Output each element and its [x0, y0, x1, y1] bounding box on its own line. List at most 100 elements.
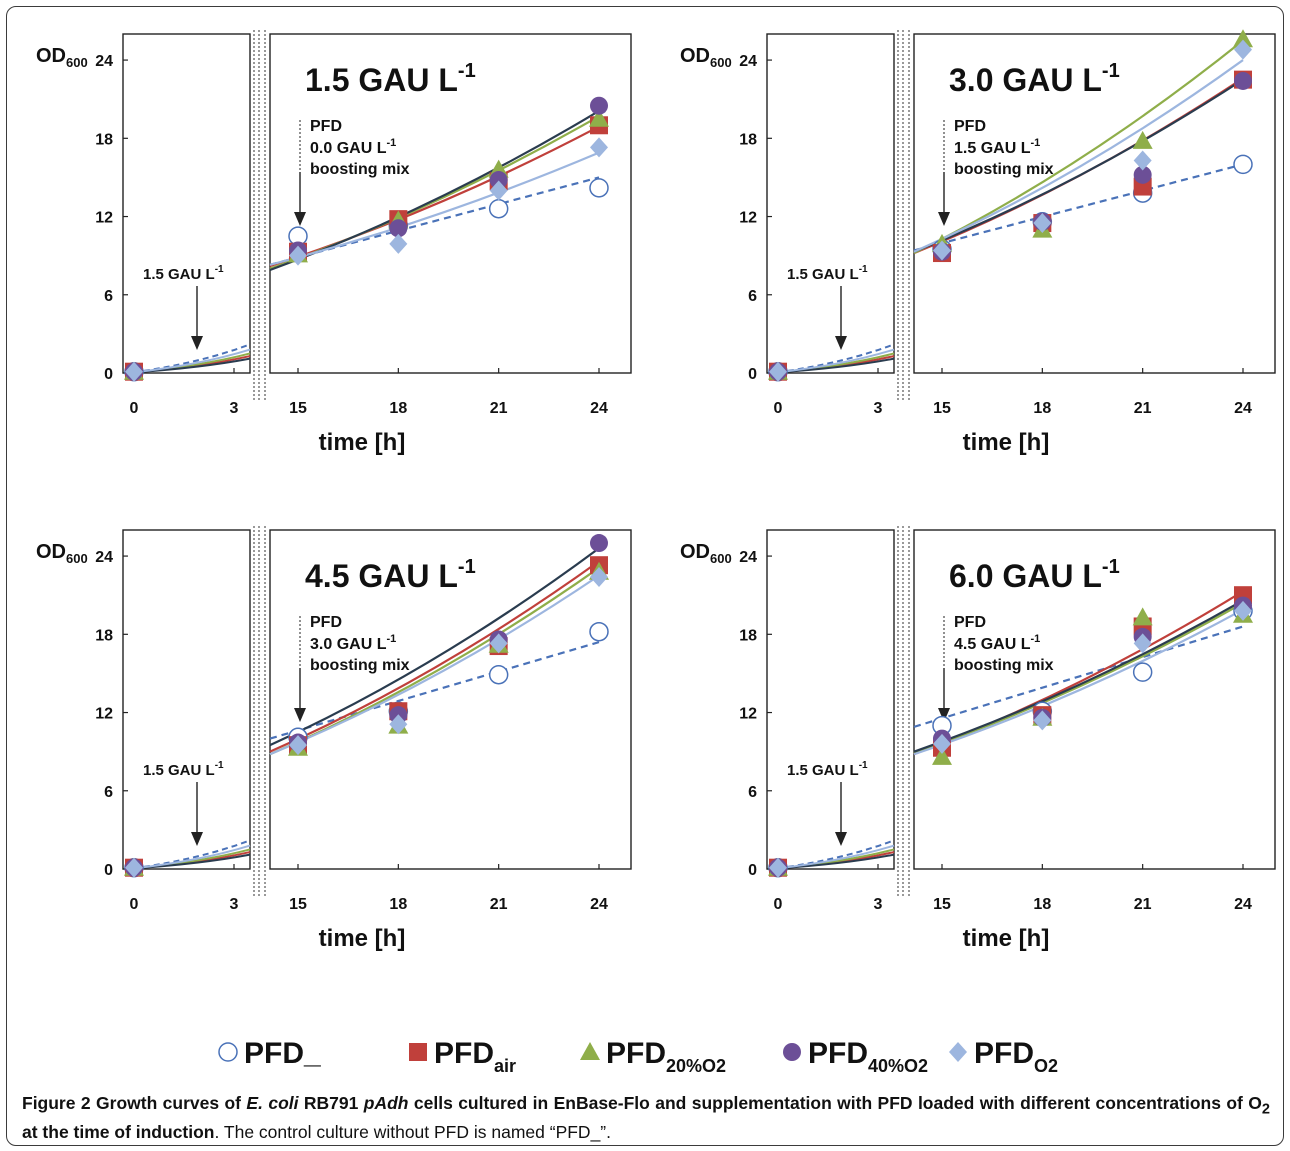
data-point-o2 — [389, 714, 408, 735]
caption-part-1: Growth curves of — [96, 1093, 247, 1113]
legend-marker-o40 — [783, 1043, 801, 1061]
x-tick-label: 21 — [490, 896, 508, 913]
data-point-o2 — [1234, 39, 1252, 60]
y-tick-label: 12 — [739, 706, 757, 723]
plot-frame-left — [122, 529, 251, 870]
y-axis-label: OD600 — [36, 541, 88, 566]
caption-species: E. coli — [246, 1093, 299, 1113]
figure-canvas: 0 6 12 18 24 OD600 0 3 15 18 21 24 time [h] 1.5 GAU L… — [36, 29, 1276, 1076]
fit-curve-o40 — [269, 547, 600, 747]
x-tick-label: 15 — [289, 896, 307, 913]
fit-curve-o20 — [913, 602, 1244, 754]
panel-title: 3.0 GAU L-1 — [949, 60, 1120, 98]
x-tick-label: 21 — [490, 400, 508, 417]
induction-arrowhead — [191, 336, 203, 350]
chart-panel-4: 0 6 12 18 24 OD600 0 3 15 18 21 24 time [h] 6.0 GAU L… — [680, 526, 1276, 952]
x-tick-label: 21 — [1134, 400, 1152, 417]
legend: PFD_ PFDair PFD20%O2 PFD40%O2 PFDO2 — [218, 1037, 1058, 1076]
data-point-o40 — [489, 171, 508, 190]
caption-part-2: RB791 — [298, 1093, 364, 1113]
early-curve-o2 — [133, 844, 251, 870]
x-tick-label: 0 — [774, 896, 783, 913]
x-tick-label: 15 — [289, 400, 307, 417]
fit-curve-air — [269, 560, 600, 753]
point-0h-o2 — [769, 857, 787, 878]
y-axis-label: OD600 — [680, 45, 732, 70]
caption-part-3: cells cultured in EnBase-Flo and supplem… — [408, 1093, 1262, 1113]
data-point-o2 — [590, 566, 608, 587]
x-axis-label: time [h] — [319, 925, 406, 952]
legend-label-air: PFDair — [434, 1037, 516, 1076]
plot-frame-right — [913, 529, 1276, 870]
data-point-none — [589, 621, 609, 642]
fit-curve-none — [913, 625, 1244, 728]
x-axis-label: time [h] — [319, 429, 406, 456]
y-tick-label: 6 — [748, 784, 757, 801]
y-tick-label: 24 — [739, 549, 757, 566]
fit-curve-none — [913, 163, 1244, 252]
y-tick-label: 0 — [104, 366, 113, 383]
y-tick-label: 12 — [739, 210, 757, 227]
caption-part-4: at the time of induction — [22, 1121, 215, 1142]
caption-label: Figure 2 — [22, 1093, 91, 1113]
annotation-pfd: PFD — [310, 614, 342, 631]
fit-curve-o2 — [269, 151, 600, 266]
fit-curve-none — [269, 641, 600, 740]
fit-curve-air — [269, 125, 600, 268]
legend-label-o40: PFD40%O2 — [808, 1037, 928, 1076]
fit-curve-o2 — [269, 574, 600, 756]
data-point-o20 — [1132, 130, 1153, 149]
x-tick-label: 0 — [130, 896, 139, 913]
x-tick-label: 18 — [1033, 400, 1051, 417]
data-point-o2 — [933, 240, 951, 261]
induction-arrowhead — [191, 832, 203, 846]
y-tick-label: 6 — [748, 288, 757, 305]
x-tick-label: 3 — [874, 896, 883, 913]
plot-frame-left — [122, 33, 251, 374]
y-tick-label: 0 — [748, 366, 757, 383]
plot-frame-left — [766, 33, 895, 374]
figure-frame — [6, 6, 1284, 1146]
y-tick-label: 24 — [95, 53, 113, 70]
induction-arrowhead — [835, 336, 847, 350]
y-tick-label: 18 — [95, 131, 113, 148]
annotation-induction: 1.5 GAU L-1 — [787, 264, 868, 283]
x-tick-label: 18 — [389, 400, 407, 417]
data-point-o40 — [389, 219, 408, 238]
legend-marker-o20 — [580, 1042, 600, 1060]
annotation-arrowhead — [938, 212, 950, 226]
y-tick-label: 18 — [95, 627, 113, 644]
x-tick-label: 21 — [1134, 896, 1152, 913]
fit-curve-o2 — [913, 608, 1244, 756]
data-point-o20 — [1233, 29, 1253, 48]
x-axis-label: time [h] — [963, 925, 1050, 952]
legend-marker-o2 — [949, 1042, 967, 1062]
y-axis-label: OD600 — [680, 541, 732, 566]
point-0h-o2 — [125, 361, 143, 382]
caption-plasmid: pAdh — [363, 1093, 409, 1113]
legend-label-none: PFD_ — [244, 1037, 321, 1070]
data-point-none — [488, 664, 509, 685]
data-point-o2 — [1234, 600, 1252, 621]
annotation-pfd: PFD — [954, 118, 986, 135]
legend-label-o2: PFDO2 — [974, 1037, 1058, 1076]
annotation-pfd: PFD — [310, 118, 342, 135]
data-point-o2 — [1133, 150, 1152, 171]
annotation-boosting-mix: boosting mix — [954, 161, 1054, 178]
fit-curve-o40 — [913, 78, 1244, 253]
annotation-dose: 3.0 GAU L-1 — [310, 633, 396, 653]
data-point-o20 — [589, 108, 609, 127]
chart-panel-1: 0 6 12 18 24 OD600 0 3 15 18 21 24 time [h] 1.5 GAU L… — [36, 30, 632, 456]
annotation-induction: 1.5 GAU L-1 — [143, 264, 224, 283]
y-tick-label: 0 — [104, 862, 113, 879]
chart-panel-3: 0 6 12 18 24 OD600 0 3 15 18 21 24 time [h] 4.5 GAU L… — [36, 526, 632, 952]
annotation-boosting-mix: boosting mix — [954, 657, 1054, 674]
legend-marker-none — [218, 1042, 238, 1062]
data-point-o2 — [489, 180, 508, 201]
y-tick-label: 24 — [739, 53, 757, 70]
legend-marker-air — [409, 1043, 427, 1061]
panel-title: 4.5 GAU L-1 — [305, 556, 476, 594]
early-curve-o2 — [133, 348, 251, 374]
data-point-none — [1132, 662, 1153, 682]
figure-caption: Figure 2 Growth curves of E. coli RB791 … — [22, 1092, 1270, 1143]
